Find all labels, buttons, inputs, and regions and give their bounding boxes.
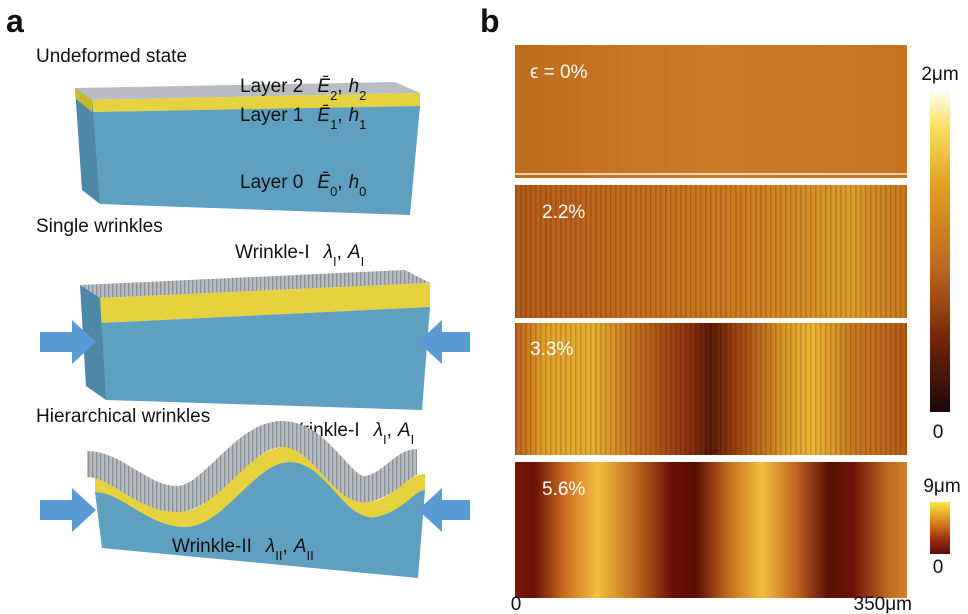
subscript: II xyxy=(306,548,313,563)
symbol: A xyxy=(397,420,411,441)
colorbar-max: 2μm xyxy=(921,64,958,85)
subscript: 0 xyxy=(330,184,337,199)
label-name: Wrinkle-I xyxy=(235,242,310,263)
colorbar xyxy=(930,88,950,412)
symbol: λ xyxy=(373,420,383,441)
colorbar-min: 0 xyxy=(933,422,944,443)
symbol: h xyxy=(349,172,360,193)
subscript: I xyxy=(411,432,415,447)
section-title: Single wrinkles xyxy=(36,216,163,237)
strain-label: 2.2% xyxy=(542,202,585,223)
subscript: II xyxy=(275,548,282,563)
label-name: Wrinkle-II xyxy=(172,536,252,557)
strain-label: 5.6% xyxy=(542,479,585,500)
symbol: h xyxy=(349,105,360,126)
colorbar-max: 9μm xyxy=(923,476,960,497)
label-name: Layer 2 xyxy=(240,76,303,97)
afm-image xyxy=(515,323,907,455)
symbol: A xyxy=(347,242,361,263)
symbol: h xyxy=(349,76,360,97)
page: a Undeformed state Layer 2Ē2,h2 Layer 1Ē… xyxy=(0,0,968,614)
subscript: 1 xyxy=(330,117,337,132)
symbol: Ē xyxy=(317,172,330,193)
symbol: Ē xyxy=(317,76,330,97)
symbol: Ē xyxy=(317,105,330,126)
x-axis-min: 0 xyxy=(511,594,522,614)
symbol: λ xyxy=(265,536,275,557)
subscript: 2 xyxy=(330,88,337,103)
strain-label: 3.3% xyxy=(530,339,573,360)
undeformed-block xyxy=(75,82,420,215)
separator: , xyxy=(337,242,342,263)
figure: a Undeformed state Layer 2Ē2,h2 Layer 1Ē… xyxy=(0,0,968,614)
subscript: I xyxy=(361,254,365,269)
subscript: 0 xyxy=(359,184,366,199)
colorbar xyxy=(930,502,950,554)
subscript: 1 xyxy=(359,117,366,132)
subscript: 2 xyxy=(359,88,366,103)
single-wrinkle-block xyxy=(40,270,470,410)
panel-label: a xyxy=(6,3,24,39)
section-title: Undeformed state xyxy=(36,46,187,67)
section-title: Hierarchical wrinkles xyxy=(36,406,210,427)
label-name: Layer 1 xyxy=(240,105,303,126)
colorbar-min: 0 xyxy=(933,557,944,578)
symbol: A xyxy=(293,536,307,557)
separator: , xyxy=(337,105,342,126)
panel-label: b xyxy=(480,3,500,39)
strain-label: ϵ = 0% xyxy=(530,62,588,83)
hierarchical-wrinkle-block xyxy=(40,434,470,578)
separator: , xyxy=(337,76,342,97)
symbol: λ xyxy=(323,242,333,263)
separator: , xyxy=(337,172,342,193)
separator: , xyxy=(282,536,287,557)
separator: , xyxy=(387,420,392,441)
x-axis-max: 350μm xyxy=(854,594,912,614)
label-name: Layer 0 xyxy=(240,172,303,193)
